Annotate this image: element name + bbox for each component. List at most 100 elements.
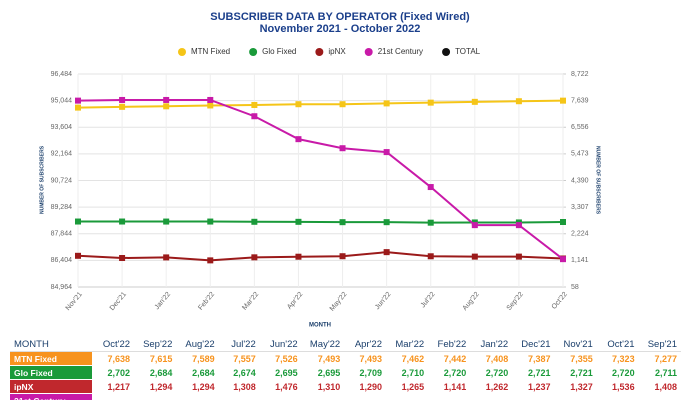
data-point (251, 254, 258, 261)
data-table: MONTH Oct'22 Sep'22 Aug'22 Jul'22 Jun'22 May'2… (10, 337, 681, 400)
data-point (119, 218, 126, 225)
table-cell: 1,217 (92, 379, 135, 394)
table-cell: 7,615 (134, 351, 177, 366)
series-line (77, 99, 564, 109)
x-tick-label: May'22 (329, 291, 349, 313)
column-header: Oct'21 (596, 337, 639, 352)
data-point (295, 101, 302, 108)
table-row: ipNX 1,217 1,294 1,294 1,308 1,476 1,310 1,290 1… (10, 379, 681, 394)
column-header: Feb'22 (428, 337, 471, 352)
data-point (427, 99, 434, 106)
table-cell: 2,709 (344, 365, 386, 380)
y-tick-label: 96,484 (51, 71, 73, 78)
x-tick-label: Jul'22 (420, 291, 437, 309)
x-tick-label: Aug'22 (462, 291, 481, 312)
x-tick-label: Nov'21 (65, 291, 84, 312)
data-point (560, 256, 566, 263)
y-tick-label: 84,964 (51, 284, 73, 291)
y-tick-label: 95,044 (51, 97, 73, 104)
table-cell: 2,711 (638, 365, 681, 380)
x-tick-label: Dec'21 (109, 291, 128, 312)
x-tick-label: Jan'22 (154, 291, 173, 311)
y2-axis-title: NUMBER OF SUBSCRIBERS (595, 146, 601, 215)
table-cell: 2,695 (259, 365, 302, 380)
table-cell: 2,684 (176, 365, 219, 380)
data-point (515, 253, 522, 260)
legend-label: MTN Fixed (191, 47, 230, 56)
table-row: 21st Century (10, 393, 681, 400)
data-point (383, 100, 390, 107)
data-point (339, 101, 346, 108)
table-cell: 7,557 (218, 351, 260, 366)
data-point (251, 218, 258, 225)
column-header: May'22 (301, 337, 345, 352)
data-point (383, 219, 390, 226)
legend-marker (315, 48, 324, 56)
legend-label: TOTAL (455, 47, 481, 56)
y2-tick-label: 8,722 (571, 71, 589, 78)
y-tick-label: 87,844 (51, 231, 73, 238)
data-point (119, 103, 126, 110)
column-header: Mar'22 (385, 337, 429, 352)
column-header: Dec'21 (512, 337, 555, 352)
data-point (427, 219, 434, 226)
table-cell: 2,684 (134, 365, 177, 380)
legend-label: Glo Fixed (262, 47, 296, 56)
data-point (560, 218, 566, 225)
data-point (383, 149, 390, 156)
x-tick-label: Jun'22 (374, 291, 393, 311)
data-point (339, 145, 346, 152)
table-cell: 2,702 (92, 365, 135, 380)
data-point (163, 96, 170, 103)
legend-marker (364, 48, 373, 56)
table-cell: 2,720 (428, 365, 471, 380)
data-point (471, 253, 478, 260)
chart-title: SUBSCRIBER DATA BY OPERATOR (Fixed Wired… (210, 11, 470, 23)
legend-marker (442, 48, 451, 56)
column-header: Jul'22 (218, 337, 260, 352)
data-point (75, 252, 81, 259)
data-point (339, 253, 346, 260)
data-point (207, 96, 214, 103)
y-tick-label: 92,164 (51, 151, 73, 158)
y2-tick-label: 7,639 (571, 97, 589, 104)
table-cell: 2,721 (554, 365, 597, 380)
table-cell: 1,237 (512, 379, 555, 394)
data-point (207, 102, 214, 109)
table-cell: 2,720 (596, 365, 639, 380)
chart: SUBSCRIBER DATA BY OPERATOR (Fixed Wired… (39, 11, 601, 329)
table-cell: 2,674 (218, 365, 260, 380)
table-cell: 2,721 (512, 365, 555, 380)
y-tick-label: 86,404 (51, 257, 73, 264)
data-point (471, 222, 478, 229)
data-point (295, 218, 302, 225)
table-cell: 7,589 (176, 351, 219, 366)
table-cell: 1,294 (176, 379, 219, 394)
data-point (163, 218, 170, 225)
table-cell: 2,710 (385, 365, 429, 380)
data-point (119, 96, 126, 103)
data-point (515, 222, 522, 229)
column-header: Nov'21 (554, 337, 597, 352)
data-point (251, 101, 258, 108)
series-line (77, 98, 564, 260)
column-header: Jun'22 (259, 337, 302, 352)
y2-tick-label: 3,307 (571, 204, 589, 211)
data-point (339, 219, 346, 226)
column-header: Sep'21 (638, 337, 681, 352)
data-point (75, 218, 81, 225)
table-cell: 1,310 (301, 379, 345, 394)
table-cell: 7,408 (470, 351, 513, 366)
column-header: Aug'22 (176, 337, 219, 352)
table-cell: 2,720 (470, 365, 513, 380)
data-point (163, 254, 170, 261)
data-point (75, 97, 81, 104)
table-cell: 1,308 (218, 379, 260, 394)
data-point (427, 184, 434, 191)
data-point (295, 136, 302, 143)
table-cell: 7,355 (554, 351, 597, 366)
table-cell: 7,493 (301, 351, 345, 366)
table-cell: 1,327 (554, 379, 597, 394)
column-header: Apr'22 (344, 337, 386, 352)
row-label: ipNX (10, 379, 93, 394)
